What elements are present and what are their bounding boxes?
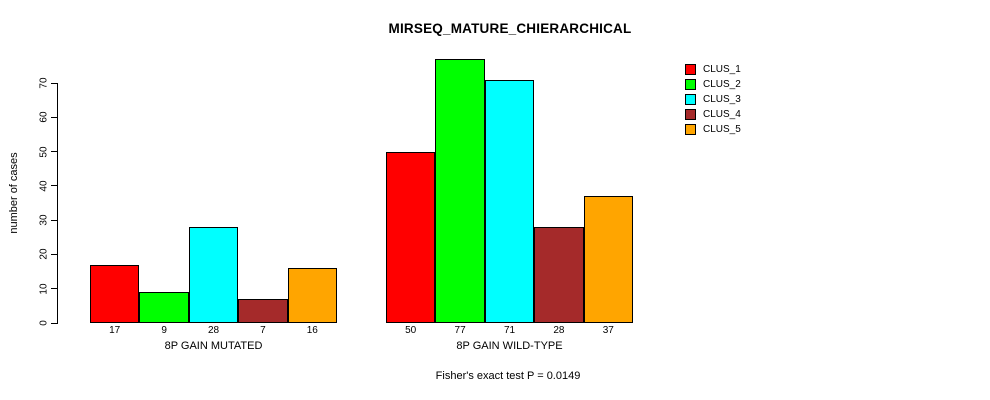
y-axis-tick-label: 0 (38, 320, 50, 326)
bar-clus_1-group1 (90, 264, 140, 323)
y-axis-tick-label: 10 (38, 283, 50, 295)
bar-value-label: 7 (260, 325, 266, 336)
bar-clus_5-group2 (583, 196, 633, 323)
bar-clus_3-group1 (188, 227, 239, 323)
legend-label: CLUS_2 (703, 79, 741, 90)
bar-value-label: 17 (109, 325, 121, 336)
bar-value-label: 37 (602, 325, 614, 336)
y-axis-tick (51, 82, 57, 84)
legend-label: CLUS_3 (703, 94, 741, 105)
bar-value-label: 50 (405, 325, 417, 336)
chart-title: MIRSEQ_MATURE_CHIERARCHICAL (388, 21, 632, 36)
legend-item-clus_5: CLUS_5 (685, 122, 741, 137)
y-axis-tick (51, 151, 57, 153)
y-axis-tick-label: 30 (38, 214, 50, 226)
bar-value-label: 16 (306, 325, 318, 336)
legend-swatch (685, 124, 696, 135)
group-label-wild-type: 8P GAIN WILD-TYPE (456, 340, 563, 352)
y-axis-tick-label: 20 (38, 248, 50, 260)
bar-clus_4-group1 (238, 299, 288, 323)
legend-label: CLUS_1 (703, 64, 741, 75)
y-axis-tick-label: 60 (38, 111, 50, 123)
legend-item-clus_4: CLUS_4 (685, 107, 741, 122)
group-label-mutated: 8P GAIN MUTATED (164, 340, 263, 352)
bar-clus_2-group1 (139, 292, 189, 323)
y-axis-tick (51, 322, 57, 324)
bar-value-label: 9 (161, 325, 167, 336)
bar-clus_5-group1 (287, 268, 337, 323)
y-axis-line (57, 83, 58, 324)
legend-item-clus_1: CLUS_1 (685, 62, 741, 77)
y-axis-tick-label: 40 (38, 180, 50, 192)
legend-label: CLUS_5 (703, 124, 741, 135)
y-axis-tick-label: 70 (38, 77, 50, 89)
legend-swatch (685, 64, 696, 75)
legend-swatch (685, 94, 696, 105)
bar-clus_3-group2 (484, 79, 535, 323)
bar-clus_1-group2 (386, 151, 436, 323)
legend-item-clus_2: CLUS_2 (685, 77, 741, 92)
y-axis-tick-label: 50 (38, 146, 50, 158)
bar-value-label: 28 (207, 325, 220, 336)
y-axis-tick (51, 253, 57, 255)
bar-value-label: 77 (454, 325, 466, 336)
bar-clus_2-group2 (435, 59, 485, 323)
legend-item-clus_3: CLUS_3 (685, 92, 741, 107)
y-axis-tick (51, 185, 57, 187)
bar-value-label: 71 (503, 325, 516, 336)
y-axis-tick (51, 219, 57, 221)
bar-clus_4-group2 (534, 227, 584, 323)
fisher-test-caption: Fisher's exact test P = 0.0149 (435, 370, 581, 382)
y-axis-tick (51, 116, 57, 118)
legend: CLUS_1 CLUS_2 CLUS_3 CLUS_4 CLUS_5 (685, 62, 741, 137)
legend-swatch (685, 109, 696, 120)
y-axis-tick (51, 288, 57, 290)
legend-swatch (685, 79, 696, 90)
legend-label: CLUS_4 (703, 109, 741, 120)
y-axis-label: number of cases (8, 152, 20, 234)
bar-value-label: 28 (553, 325, 565, 336)
